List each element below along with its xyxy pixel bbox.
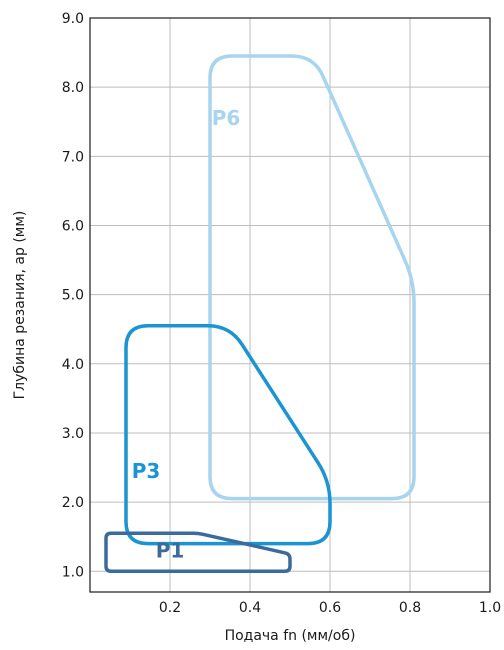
x-tick-label: 0.4 — [239, 600, 261, 616]
region-label-p3: P3 — [132, 459, 161, 483]
y-tick-label: 5.0 — [62, 288, 84, 304]
x-tick-label: 0.8 — [399, 600, 421, 616]
region-p3 — [124, 323, 332, 546]
y-tick-label: 9.0 — [62, 11, 84, 27]
region-layer — [104, 54, 416, 574]
y-axis-title: Глубина резания, ap (мм) — [12, 211, 28, 400]
y-tick-label: 6.0 — [62, 218, 84, 234]
y-tick-label: 8.0 — [62, 80, 84, 96]
region-p6 — [208, 54, 416, 501]
y-tick-label: 4.0 — [62, 357, 84, 373]
y-tick-label: 1.0 — [62, 564, 84, 580]
y-tick-label: 7.0 — [62, 149, 84, 165]
x-axis-title: Подача fn (мм/об) — [225, 628, 356, 644]
y-tick-label: 2.0 — [62, 495, 84, 511]
plot-frame — [89, 17, 491, 593]
region-p1 — [104, 531, 292, 574]
region-label-p1: P1 — [156, 538, 185, 562]
x-tick-label: 0.6 — [319, 600, 341, 616]
tick-layer: 0.2 0.4 0.6 0.8 1.0 1.0 2.0 3.0 4.0 5.0 6.0 7.0 8.0 9… — [62, 11, 501, 616]
label-layer: P1 P3 P6 — [132, 106, 241, 562]
y-tick-label: 3.0 — [62, 426, 84, 442]
region-label-p6: P6 — [212, 106, 241, 130]
x-tick-label: 1.0 — [479, 600, 501, 616]
x-tick-label: 0.2 — [159, 600, 181, 616]
grid-layer — [90, 17, 491, 592]
